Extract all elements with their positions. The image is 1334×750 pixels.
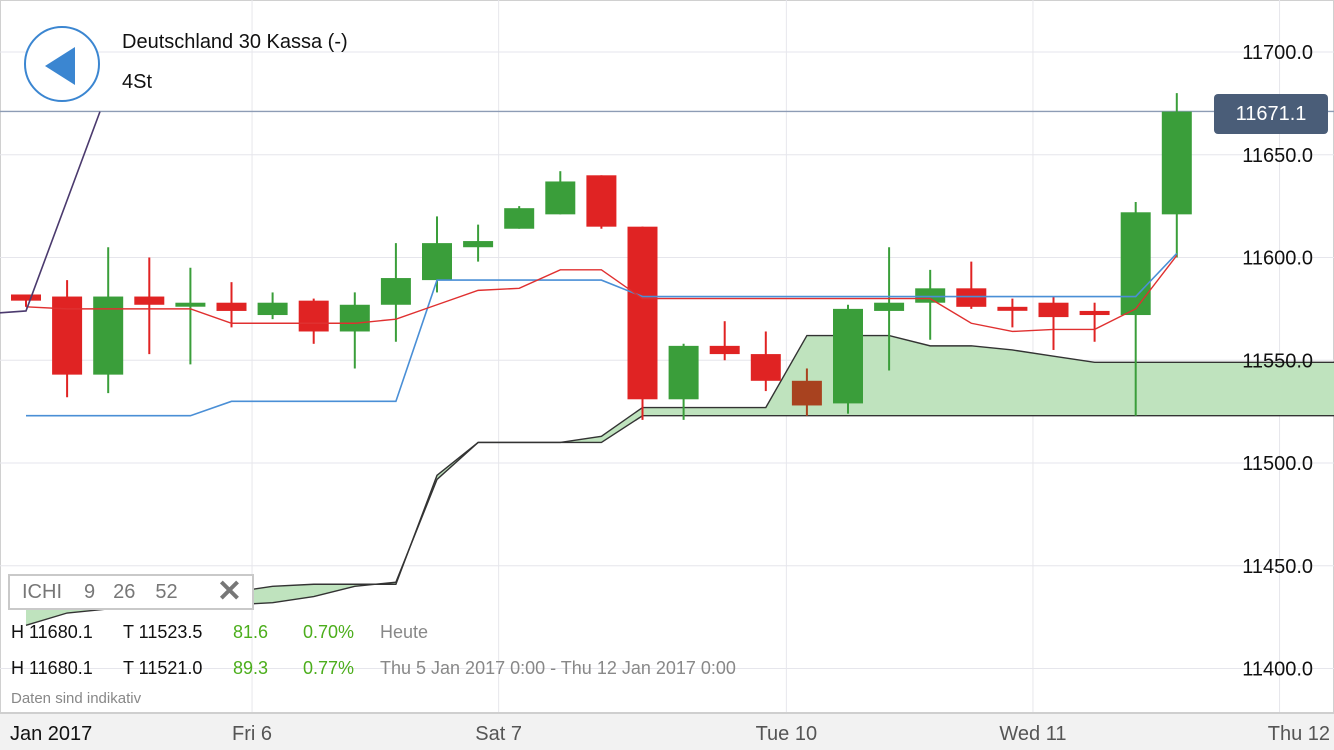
indicator-settings[interactable]: ICHI 9 26 52 ✕	[8, 574, 254, 610]
low-value: T 11523.5	[123, 622, 203, 642]
candle-body	[257, 302, 288, 316]
candle-body	[134, 296, 165, 305]
y-axis-tick-label: 11500.0	[1242, 453, 1313, 475]
candle-body	[1079, 310, 1110, 316]
chikou-span-line	[0, 111, 101, 314]
change-points: 81.6	[233, 622, 269, 642]
candle-body	[422, 243, 452, 281]
current-price-tag: 11671.1	[1214, 94, 1328, 134]
candle-body	[627, 226, 658, 400]
kijun-sen-line	[26, 252, 1178, 417]
candle-body	[833, 308, 863, 404]
y-axis-tick-label: 11450.0	[1242, 556, 1313, 578]
candle-body	[997, 306, 1028, 311]
y-axis-tick-label: 11700.0	[1242, 42, 1313, 64]
x-axis-tick-label: Wed 11	[999, 723, 1066, 745]
ichimoku-cloud	[26, 335, 1334, 626]
period-label: Thu 5 Jan 2017 0:00 - Thu 12 Jan 2017 0:…	[380, 658, 736, 678]
indicator-name: ICHI	[22, 580, 62, 603]
close-icon[interactable]: ✕	[216, 575, 242, 608]
y-axis-tick-label: 11600.0	[1242, 248, 1313, 270]
candle-body	[915, 288, 946, 303]
high-value: H 11680.1	[11, 622, 93, 642]
x-axis-tick-label: Fri 6	[232, 723, 272, 745]
instrument-title: Deutschland 30 Kassa (-)	[122, 31, 348, 53]
indicator-param: 26	[113, 580, 136, 603]
candle-body	[750, 354, 781, 381]
x-axis-tick-label: Thu 12	[1268, 723, 1330, 745]
candle-body	[1038, 302, 1069, 318]
candle-body	[380, 278, 411, 305]
disclaimer: Daten sind indikativ	[11, 690, 142, 707]
high-value: H 11680.1	[11, 658, 93, 678]
candle-body	[545, 181, 576, 215]
candle-body	[709, 345, 740, 355]
y-axis-tick-label: 11650.0	[1242, 145, 1313, 167]
y-axis-tick-label: 11400.0	[1242, 659, 1313, 681]
period-label: Heute	[380, 622, 429, 642]
candle-body	[1161, 111, 1192, 215]
candle-body	[339, 304, 370, 332]
candle-body	[463, 241, 494, 248]
tenkan-sen-line	[25, 255, 1178, 333]
candle-body	[956, 288, 987, 307]
x-axis-tick-label: Jan 2017	[10, 723, 92, 745]
indicator-param: 9	[84, 580, 96, 603]
indicator-param: 52	[155, 580, 178, 603]
x-axis-tick-label: Sat 7	[475, 723, 522, 745]
candle-body	[298, 300, 329, 332]
candle-body	[216, 302, 247, 311]
change-percent: 0.70%	[303, 622, 355, 642]
change-percent: 0.77%	[303, 658, 355, 678]
change-points: 89.3	[233, 658, 269, 678]
candle-body	[668, 345, 699, 400]
y-axis-tick-label: 11550.0	[1242, 350, 1313, 372]
low-value: T 11521.0	[123, 658, 203, 678]
candle-body	[1120, 212, 1151, 316]
candle-body	[791, 380, 822, 406]
candle-body	[11, 294, 41, 301]
back-button[interactable]	[24, 26, 100, 102]
timeframe-label[interactable]: 4St	[122, 71, 153, 93]
candle-body	[874, 302, 905, 311]
candle-body	[175, 302, 206, 307]
candle-body	[504, 208, 535, 229]
candle-body	[586, 175, 617, 227]
x-axis-band	[0, 713, 1334, 750]
x-axis-tick-label: Tue 10	[756, 723, 818, 745]
back-arrow-icon	[45, 47, 75, 85]
